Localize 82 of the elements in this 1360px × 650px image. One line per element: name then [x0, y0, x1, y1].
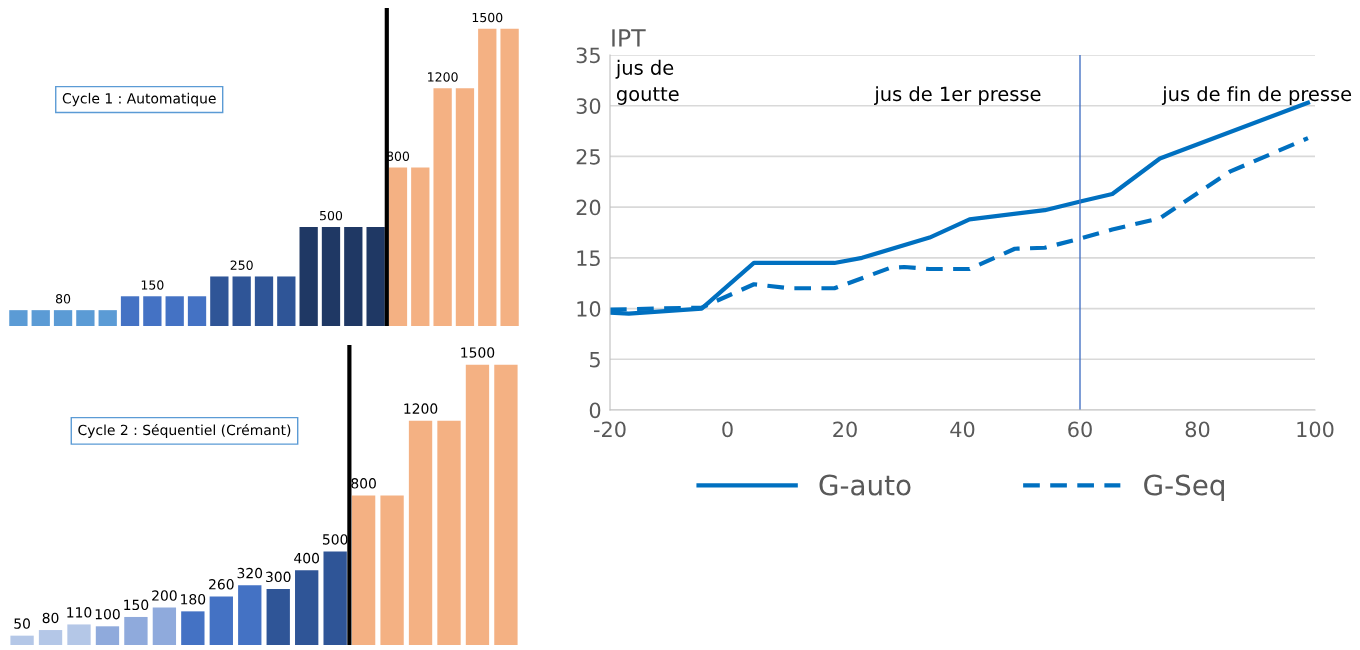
bar — [455, 88, 475, 326]
y-tick-label: 30 — [576, 98, 601, 114]
data-label: 500 — [320, 210, 343, 221]
x-tick-label: 20 — [833, 421, 857, 438]
y-tick-label: 35 — [576, 47, 600, 64]
bar — [9, 310, 28, 326]
bar — [210, 276, 229, 326]
annotation: jus de 1er presse — [874, 86, 1041, 105]
bar — [380, 495, 404, 645]
x-tick-label: 80 — [1185, 421, 1210, 438]
data-label: 1200 — [428, 72, 458, 82]
bar — [187, 296, 207, 326]
legend-label: G-Seq — [1144, 474, 1224, 501]
bar — [124, 616, 148, 645]
bar — [67, 624, 91, 645]
y-tick-label: 10 — [577, 301, 601, 317]
bar — [321, 226, 341, 326]
legend-label: G-auto — [819, 474, 911, 496]
x-tick-label: 0 — [722, 421, 733, 438]
bar — [433, 88, 452, 326]
text: Cycle 2 : Séquentiel (Crémant) — [78, 423, 291, 438]
y-tick-label: 0 — [589, 402, 601, 419]
bar — [53, 310, 73, 326]
data-label: 320 — [237, 567, 263, 579]
bar — [143, 296, 162, 326]
bar — [465, 364, 490, 645]
bar — [411, 167, 430, 326]
data-label: 50 — [14, 618, 30, 629]
data-label: 150 — [124, 599, 149, 611]
text: Cycle 1 : Automatique — [62, 92, 216, 107]
bar — [209, 596, 233, 645]
data-label: 250 — [230, 260, 253, 270]
y-tick-label: 5 — [590, 352, 600, 368]
bar — [366, 226, 385, 326]
data-label: 1200 — [404, 403, 438, 414]
data-label: 1500 — [472, 12, 503, 23]
bar — [238, 585, 262, 645]
bar — [437, 420, 461, 645]
data-label: 180 — [181, 593, 206, 605]
bar — [408, 420, 433, 645]
data-label: 260 — [209, 579, 234, 590]
y-tick-label: 25 — [576, 148, 600, 165]
bar — [344, 226, 363, 326]
bar — [299, 226, 318, 326]
bar — [500, 28, 519, 326]
bar — [494, 364, 518, 645]
x-tick-label: 100 — [1297, 421, 1334, 438]
data-label: 1500 — [461, 347, 495, 358]
annotation: jus de goutte — [615, 59, 679, 105]
y-tick-label: 20 — [576, 199, 601, 216]
bar — [277, 276, 296, 326]
data-label: 80 — [55, 294, 71, 304]
x-tick-label: -20 — [594, 421, 626, 438]
data-label: 100 — [95, 608, 120, 620]
annotation: jus de fin de presse — [1161, 86, 1352, 105]
x-tick-label: 40 — [950, 421, 975, 438]
bar — [31, 310, 50, 326]
x-tick-label: 60 — [1068, 421, 1092, 438]
bar — [10, 635, 34, 645]
bar — [152, 607, 177, 645]
bar — [295, 570, 319, 645]
data-label: 300 — [266, 571, 291, 583]
data-label: 800 — [351, 478, 376, 489]
y-tick-label: 15 — [577, 250, 600, 267]
bar — [478, 28, 497, 326]
bar — [38, 630, 63, 645]
data-label: 400 — [294, 552, 320, 564]
y-axis-title: IPT — [612, 29, 646, 47]
bar — [181, 611, 205, 645]
bar — [76, 310, 95, 326]
bar — [254, 276, 274, 326]
bar — [266, 588, 290, 645]
data-label: 110 — [67, 607, 92, 618]
bar — [232, 276, 251, 326]
data-label: 80 — [42, 612, 59, 624]
bar — [323, 551, 347, 645]
data-label: 200 — [152, 590, 177, 601]
bar — [95, 626, 120, 645]
bar — [165, 296, 184, 326]
bar — [120, 296, 140, 326]
bar — [98, 310, 117, 326]
data-label: 150 — [141, 280, 164, 290]
